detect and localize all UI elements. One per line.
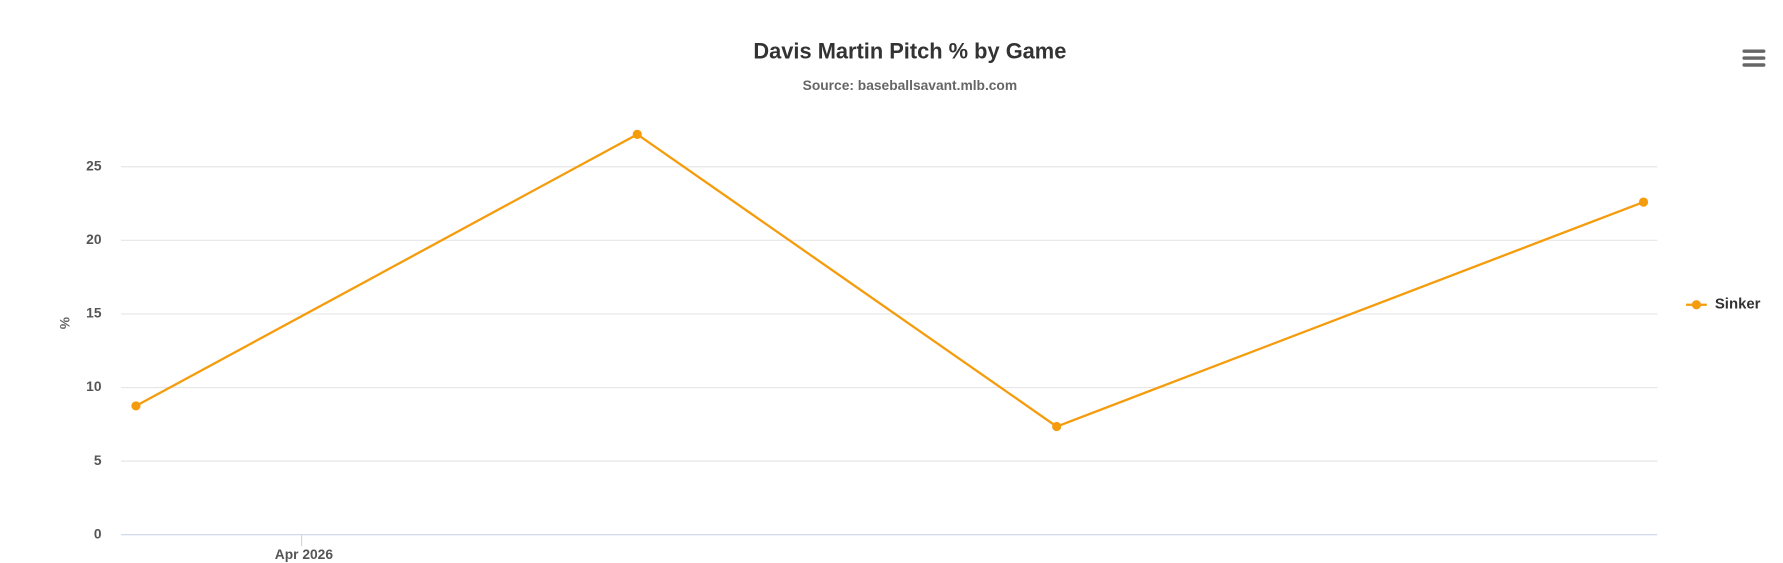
data-point <box>131 401 141 411</box>
y-tick-label: 0 <box>94 526 102 541</box>
y-tick-label: 15 <box>86 306 102 321</box>
y-tick-label: 5 <box>94 453 102 468</box>
chart-title: Davis Martin Pitch % by Game <box>753 39 1066 64</box>
data-point <box>632 129 642 139</box>
series-line <box>135 133 1644 428</box>
legend-label[interactable]: Sinker <box>1715 296 1761 313</box>
menu-bar[interactable] <box>1742 49 1766 53</box>
y-axis-title: % <box>57 317 72 329</box>
chart-subtitle: Source: baseballsavant.mlb.com <box>803 78 1017 93</box>
legend-marker[interactable] <box>1691 300 1702 310</box>
y-tick-label: 20 <box>86 232 102 247</box>
menu-bar[interactable] <box>1742 63 1766 67</box>
menu-button[interactable] <box>1742 49 1766 67</box>
y-tick-label: 10 <box>86 379 102 394</box>
y-tick-label: 25 <box>86 158 102 173</box>
menu-bar[interactable] <box>1742 56 1766 60</box>
x-tick-label: Apr 2026 <box>275 547 334 562</box>
data-point <box>1638 197 1649 207</box>
data-point <box>1052 421 1062 432</box>
